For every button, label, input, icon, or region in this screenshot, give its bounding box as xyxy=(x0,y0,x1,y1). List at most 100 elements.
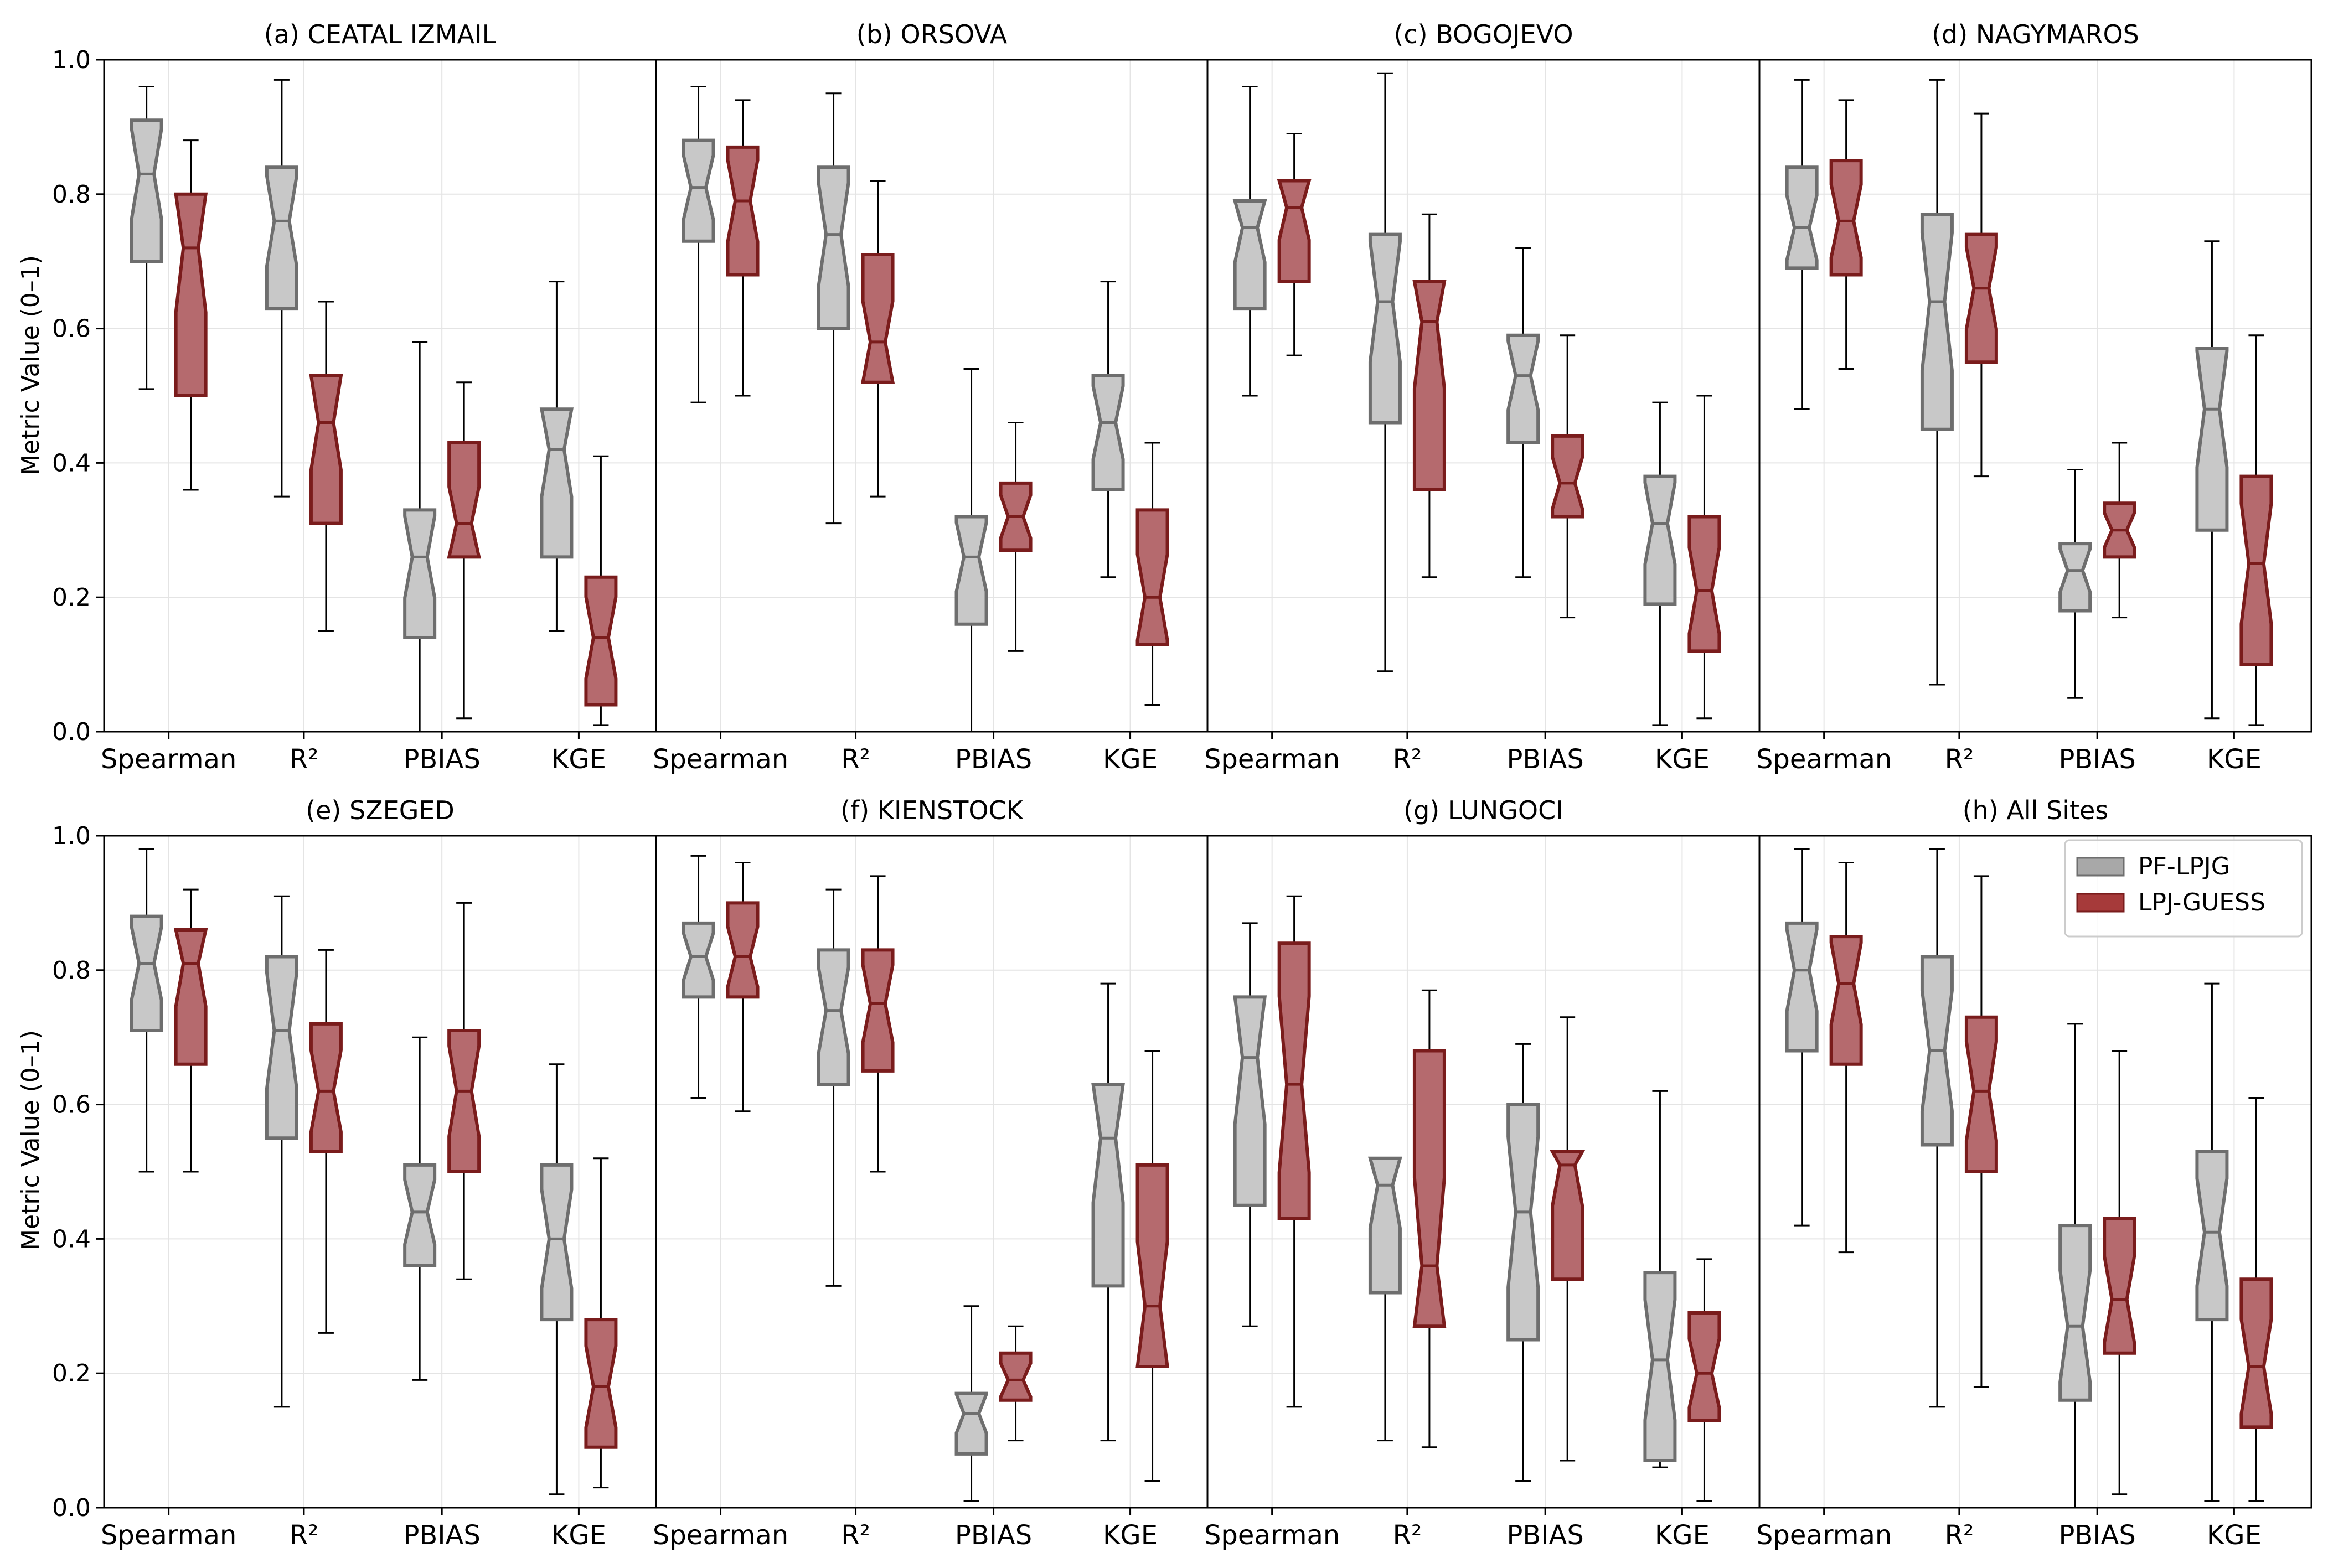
panel-e-category-label-pbias: PBIAS xyxy=(403,1520,480,1551)
panel-a-category-label-r: R² xyxy=(290,744,319,775)
panel-f-category-label-r: R² xyxy=(841,1520,870,1551)
panel-g-lpj-guess-pbias-box xyxy=(1550,1016,1586,1462)
panel-a-ytick-label-2: 0.4 xyxy=(52,449,91,477)
notched-box xyxy=(682,921,715,999)
panel-g-pf-lpjg-pbias-box xyxy=(1506,1043,1540,1482)
notched-box xyxy=(1551,434,1584,519)
panel-g-category-label-spearman: Spearman xyxy=(1204,1520,1340,1551)
panel-e-ytick-label-3: 0.6 xyxy=(52,1091,91,1119)
notched-box xyxy=(861,948,895,1073)
panel-c-lpj-guess-spearman-box xyxy=(1277,133,1312,356)
panel-b-category-label-r: R² xyxy=(841,744,870,775)
panel-c-category-label-r: R² xyxy=(1393,744,1422,775)
notched-box xyxy=(2058,1224,2092,1402)
notched-box xyxy=(265,955,298,1140)
panel-b-pf-lpjg-r-box xyxy=(817,92,850,525)
panel-a-ytick-label-3: 0.6 xyxy=(52,315,91,343)
notched-box xyxy=(954,515,988,626)
panel-a-pf-lpjg-kge-box xyxy=(539,281,574,632)
panel-c-lpj-guess-r-box xyxy=(1412,213,1447,578)
panel-a-lpj-guess-pbias-box xyxy=(447,381,481,720)
notched-box xyxy=(403,508,437,640)
panel-h-frame xyxy=(1758,835,2312,1509)
panel-f-pf-lpjg-pbias-box xyxy=(954,1305,988,1502)
notched-box xyxy=(1785,165,1819,270)
panel-d-category-label-spearman: Spearman xyxy=(1756,744,1892,775)
notched-box xyxy=(540,1163,574,1322)
panel-a-category-label-pbias: PBIAS xyxy=(403,744,480,775)
notched-box xyxy=(309,1022,343,1153)
panel-d-frame xyxy=(1758,59,2312,733)
notched-box xyxy=(1232,199,1267,311)
notched-box xyxy=(2058,542,2092,613)
panel-c-pf-lpjg-r-box xyxy=(1368,72,1402,672)
panel-b-pf-lpjg-spearman-box xyxy=(682,86,715,403)
notched-box xyxy=(584,1318,618,1449)
panel-b-lpj-guess-spearman-box xyxy=(726,99,760,397)
panel-c-category-label-pbias: PBIAS xyxy=(1506,744,1583,775)
panel-c-pf-lpjg-pbias-box xyxy=(1506,247,1540,578)
panel-h-pf-lpjg-r-box xyxy=(1920,848,1954,1408)
notched-box xyxy=(447,441,481,559)
panel-g-category-label-kge: KGE xyxy=(1655,1520,1710,1551)
notched-box xyxy=(954,1391,988,1456)
panel-e-lpj-guess-r-box xyxy=(309,949,343,1334)
notched-box xyxy=(1920,213,1954,431)
panel-h-lpj-guess-r-box xyxy=(1964,875,1998,1388)
panel-b-category-label-kge: KGE xyxy=(1103,744,1158,775)
panel-a-lpj-guess-spearman-box xyxy=(174,139,208,491)
panel-a-lpj-guess-kge-box xyxy=(584,455,618,726)
panel-h-title: (h) All Sites xyxy=(1963,795,2109,825)
panel-e-pf-lpjg-pbias-box xyxy=(403,1036,437,1381)
panel-b-lpj-guess-r-box xyxy=(860,180,895,498)
legend-swatch-pf-lpjg xyxy=(2076,857,2125,877)
panel-e-category-label-kge: KGE xyxy=(551,1520,606,1551)
panel-h-pf-lpjg-spearman-box xyxy=(1785,848,1819,1227)
panel-f-pf-lpjg-kge-box xyxy=(1091,982,1126,1442)
panel-h-lpj-guess-spearman-box xyxy=(1829,862,1863,1254)
panel-f-lpj-guess-pbias-box xyxy=(999,1325,1033,1442)
panel-d-title: (d) NAGYMAROS xyxy=(1932,19,2139,49)
panel-d-pf-lpjg-spearman-box xyxy=(1785,79,1819,410)
panel-h-category-label-r: R² xyxy=(1945,1520,1974,1551)
notched-box xyxy=(447,1029,481,1173)
y-axis-label-bottom-row: Metric Value (0–1) xyxy=(17,1030,45,1250)
panel-b-lpj-guess-pbias-box xyxy=(999,422,1033,652)
panel-a-ytick-label-4: 0.8 xyxy=(52,180,91,209)
panel-g-pf-lpjg-spearman-box xyxy=(1233,922,1267,1327)
panel-c-lpj-guess-pbias-box xyxy=(1551,334,1584,619)
panel-d-pf-lpjg-kge-box xyxy=(2195,240,2229,720)
panel-e-ytick-label-0: 0.0 xyxy=(52,1494,91,1522)
notched-box xyxy=(584,575,618,707)
notched-box xyxy=(1829,935,1863,1066)
panel-b-pf-lpjg-kge-box xyxy=(1091,281,1125,578)
panel-f-title: (f) KIENSTOCK xyxy=(840,795,1024,825)
panel-h-pf-lpjg-kge-box xyxy=(2195,982,2229,1502)
notched-box xyxy=(817,165,850,330)
notched-box xyxy=(1091,374,1125,491)
panel-c-pf-lpjg-kge-box xyxy=(1643,401,1677,726)
notched-box xyxy=(130,118,163,263)
panel-d-lpj-guess-kge-box xyxy=(2239,334,2273,726)
notched-box xyxy=(1135,508,1169,646)
notched-box xyxy=(817,948,850,1086)
notched-box xyxy=(1687,1311,1721,1422)
panel-e-lpj-guess-pbias-box xyxy=(447,902,481,1280)
notched-box xyxy=(999,1351,1033,1402)
notched-box xyxy=(1412,1049,1447,1328)
panel-f-lpj-guess-spearman-box xyxy=(726,862,760,1112)
notched-box xyxy=(1091,1083,1126,1288)
notched-box xyxy=(1643,474,1677,606)
legend-label-pf-lpjg: PF-LPJG xyxy=(2138,852,2230,881)
panel-h-category-label-kge: KGE xyxy=(2207,1520,2262,1551)
panel-b-lpj-guess-kge-box xyxy=(1135,442,1169,706)
panel-d-category-label-kge: KGE xyxy=(2207,744,2262,775)
panel-d-pf-lpjg-pbias-box xyxy=(2058,469,2092,699)
notched-box xyxy=(1367,1156,1402,1295)
panel-g-title: (g) LUNGOCI xyxy=(1403,795,1563,825)
y-axis-label-top-row: Metric Value (0–1) xyxy=(17,255,45,475)
panel-a-lpj-guess-r-box xyxy=(309,301,343,632)
panel-d-lpj-guess-pbias-box xyxy=(2103,442,2136,619)
panel-e-lpj-guess-kge-box xyxy=(584,1157,618,1489)
